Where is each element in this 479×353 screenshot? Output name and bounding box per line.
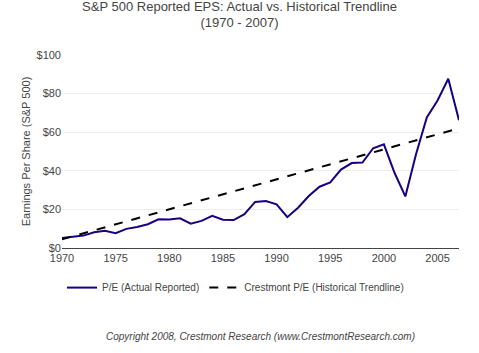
svg-text:$60: $60: [43, 126, 61, 138]
svg-text:S&P 500 Reported EPS: Actual v: S&P 500 Reported EPS: Actual vs. Histori…: [82, 0, 397, 30]
svg-text:$80: $80: [43, 87, 61, 99]
svg-text:1975: 1975: [103, 252, 127, 264]
svg-text:1990: 1990: [264, 252, 288, 264]
svg-text:$100: $100: [37, 49, 61, 61]
svg-text:$0: $0: [49, 242, 61, 254]
svg-text:1985: 1985: [211, 252, 235, 264]
svg-text:$20: $20: [43, 203, 61, 215]
svg-text:1970: 1970: [50, 252, 74, 264]
svg-text:1980: 1980: [157, 252, 181, 264]
svg-text:2005: 2005: [425, 252, 449, 264]
svg-text:$40: $40: [43, 165, 61, 177]
svg-text:P/E (Actual Reported): P/E (Actual Reported): [102, 282, 199, 293]
svg-text:1995: 1995: [318, 252, 342, 264]
svg-text:Crestmont P/E (Historical Tren: Crestmont P/E (Historical Trendline): [244, 282, 404, 293]
svg-text:Copyright 2008, Crestmont Rese: Copyright 2008, Crestmont Research (www.…: [106, 331, 415, 342]
svg-text:Earnings Per Share (S&P 500): Earnings Per Share (S&P 500): [20, 77, 32, 227]
svg-text:2000: 2000: [372, 252, 396, 264]
